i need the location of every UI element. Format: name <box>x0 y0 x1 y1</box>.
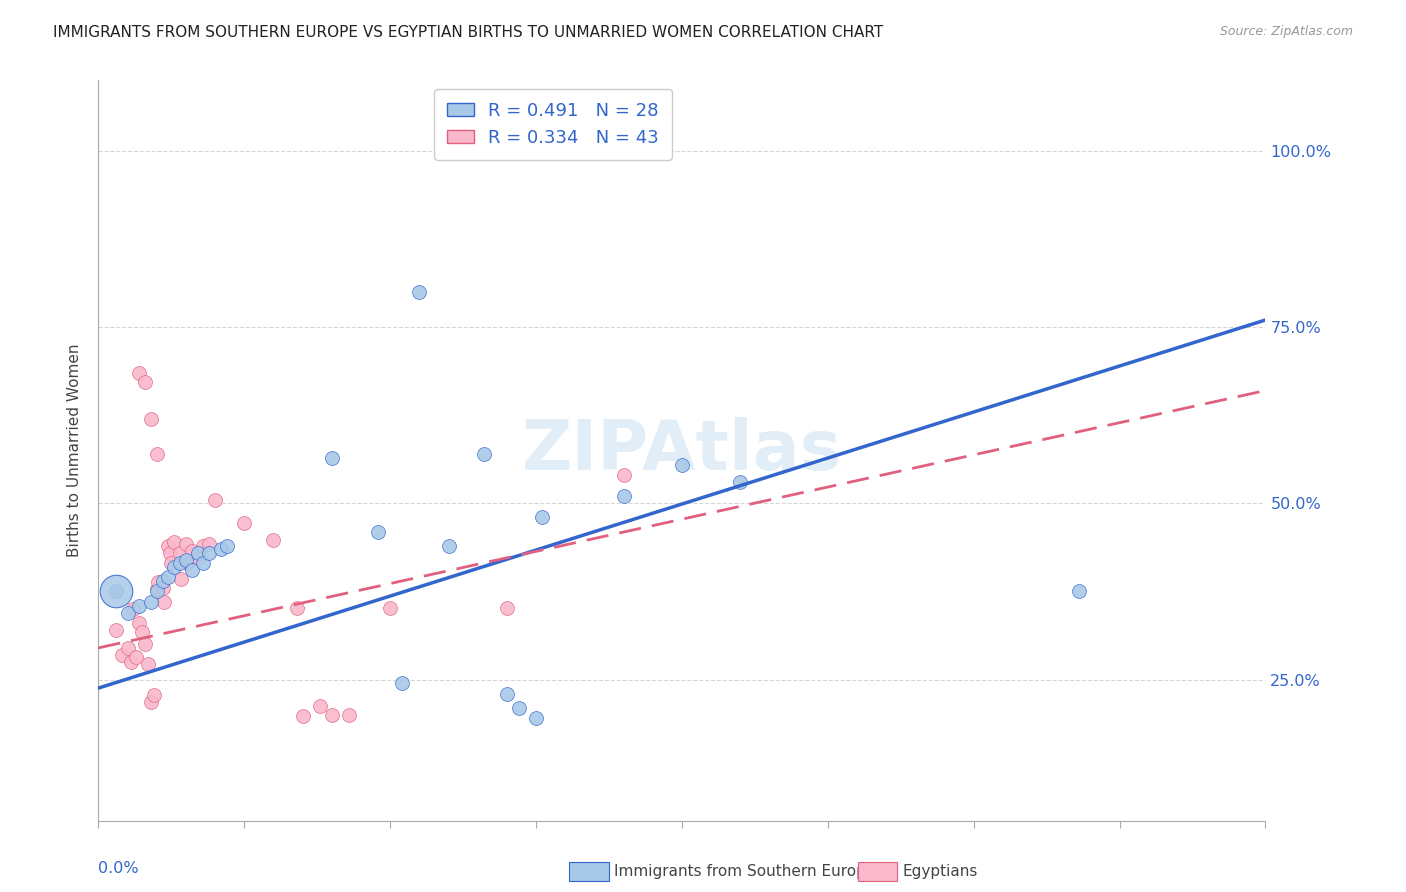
Point <box>380 600 402 615</box>
Point <box>612 468 634 483</box>
Point <box>337 707 360 722</box>
Text: Egyptians: Egyptians <box>903 864 979 879</box>
Point <box>125 650 148 665</box>
Point <box>180 563 202 577</box>
Point <box>321 450 343 465</box>
Point <box>159 556 181 570</box>
Point <box>146 584 169 599</box>
Point <box>612 489 634 503</box>
Text: Source: ZipAtlas.com: Source: ZipAtlas.com <box>1219 25 1353 38</box>
Point <box>157 539 180 553</box>
Point <box>120 655 142 669</box>
Point <box>169 556 191 570</box>
Point <box>193 539 215 553</box>
Point <box>146 575 169 590</box>
Point <box>146 582 169 597</box>
Point <box>309 699 332 714</box>
Text: ZIPAtlas: ZIPAtlas <box>522 417 842 484</box>
Text: IMMIGRANTS FROM SOUTHERN EUROPE VS EGYPTIAN BIRTHS TO UNMARRIED WOMEN CORRELATIO: IMMIGRANTS FROM SOUTHERN EUROPE VS EGYPT… <box>53 25 884 40</box>
Point <box>163 535 186 549</box>
Point <box>122 602 145 616</box>
Point <box>131 624 153 639</box>
Point <box>139 411 162 425</box>
Point <box>152 581 174 595</box>
Point <box>437 539 460 553</box>
Point <box>472 447 495 461</box>
Point <box>142 688 165 702</box>
Point <box>134 637 156 651</box>
Point <box>187 551 209 566</box>
Point <box>524 711 547 725</box>
Point <box>285 600 308 615</box>
Point <box>104 584 127 599</box>
Point <box>1067 584 1090 599</box>
Point <box>163 559 186 574</box>
Point <box>321 707 343 722</box>
Point <box>117 606 139 620</box>
Point <box>174 553 197 567</box>
Point <box>209 542 232 557</box>
Point <box>104 584 127 599</box>
Point <box>187 546 209 560</box>
Text: Immigrants from Southern Europe: Immigrants from Southern Europe <box>614 864 876 879</box>
Point <box>408 285 430 299</box>
Point <box>128 616 150 631</box>
Point <box>128 599 150 613</box>
Point <box>198 537 221 551</box>
Point <box>193 556 215 570</box>
Point <box>215 539 238 553</box>
Point <box>391 676 413 690</box>
Point <box>111 648 134 662</box>
Point <box>630 122 652 136</box>
Point <box>159 546 181 560</box>
Point <box>128 366 150 380</box>
Text: 0.0%: 0.0% <box>98 862 139 876</box>
Point <box>134 375 156 389</box>
Point <box>146 447 169 461</box>
Point <box>174 537 197 551</box>
Point <box>117 640 139 655</box>
Point <box>136 657 159 672</box>
Point <box>233 516 256 530</box>
Point <box>139 695 162 709</box>
Point <box>198 546 221 560</box>
Point <box>496 600 519 615</box>
Point <box>367 524 389 539</box>
Point <box>530 510 553 524</box>
Point <box>262 533 284 547</box>
Point <box>152 574 174 588</box>
Point <box>204 492 226 507</box>
Point <box>139 595 162 609</box>
Point <box>496 687 519 701</box>
Legend: R = 0.491   N = 28, R = 0.334   N = 43: R = 0.491 N = 28, R = 0.334 N = 43 <box>434 89 672 160</box>
Point <box>152 595 174 609</box>
Y-axis label: Births to Unmarried Women: Births to Unmarried Women <box>67 343 83 558</box>
Point <box>176 556 198 570</box>
Point <box>180 544 202 558</box>
Point <box>291 709 314 723</box>
Point <box>671 458 693 472</box>
Point <box>508 701 530 715</box>
Point <box>169 546 191 560</box>
Point <box>730 475 752 490</box>
Point <box>104 624 127 638</box>
Point <box>170 573 193 587</box>
Point <box>157 570 180 584</box>
